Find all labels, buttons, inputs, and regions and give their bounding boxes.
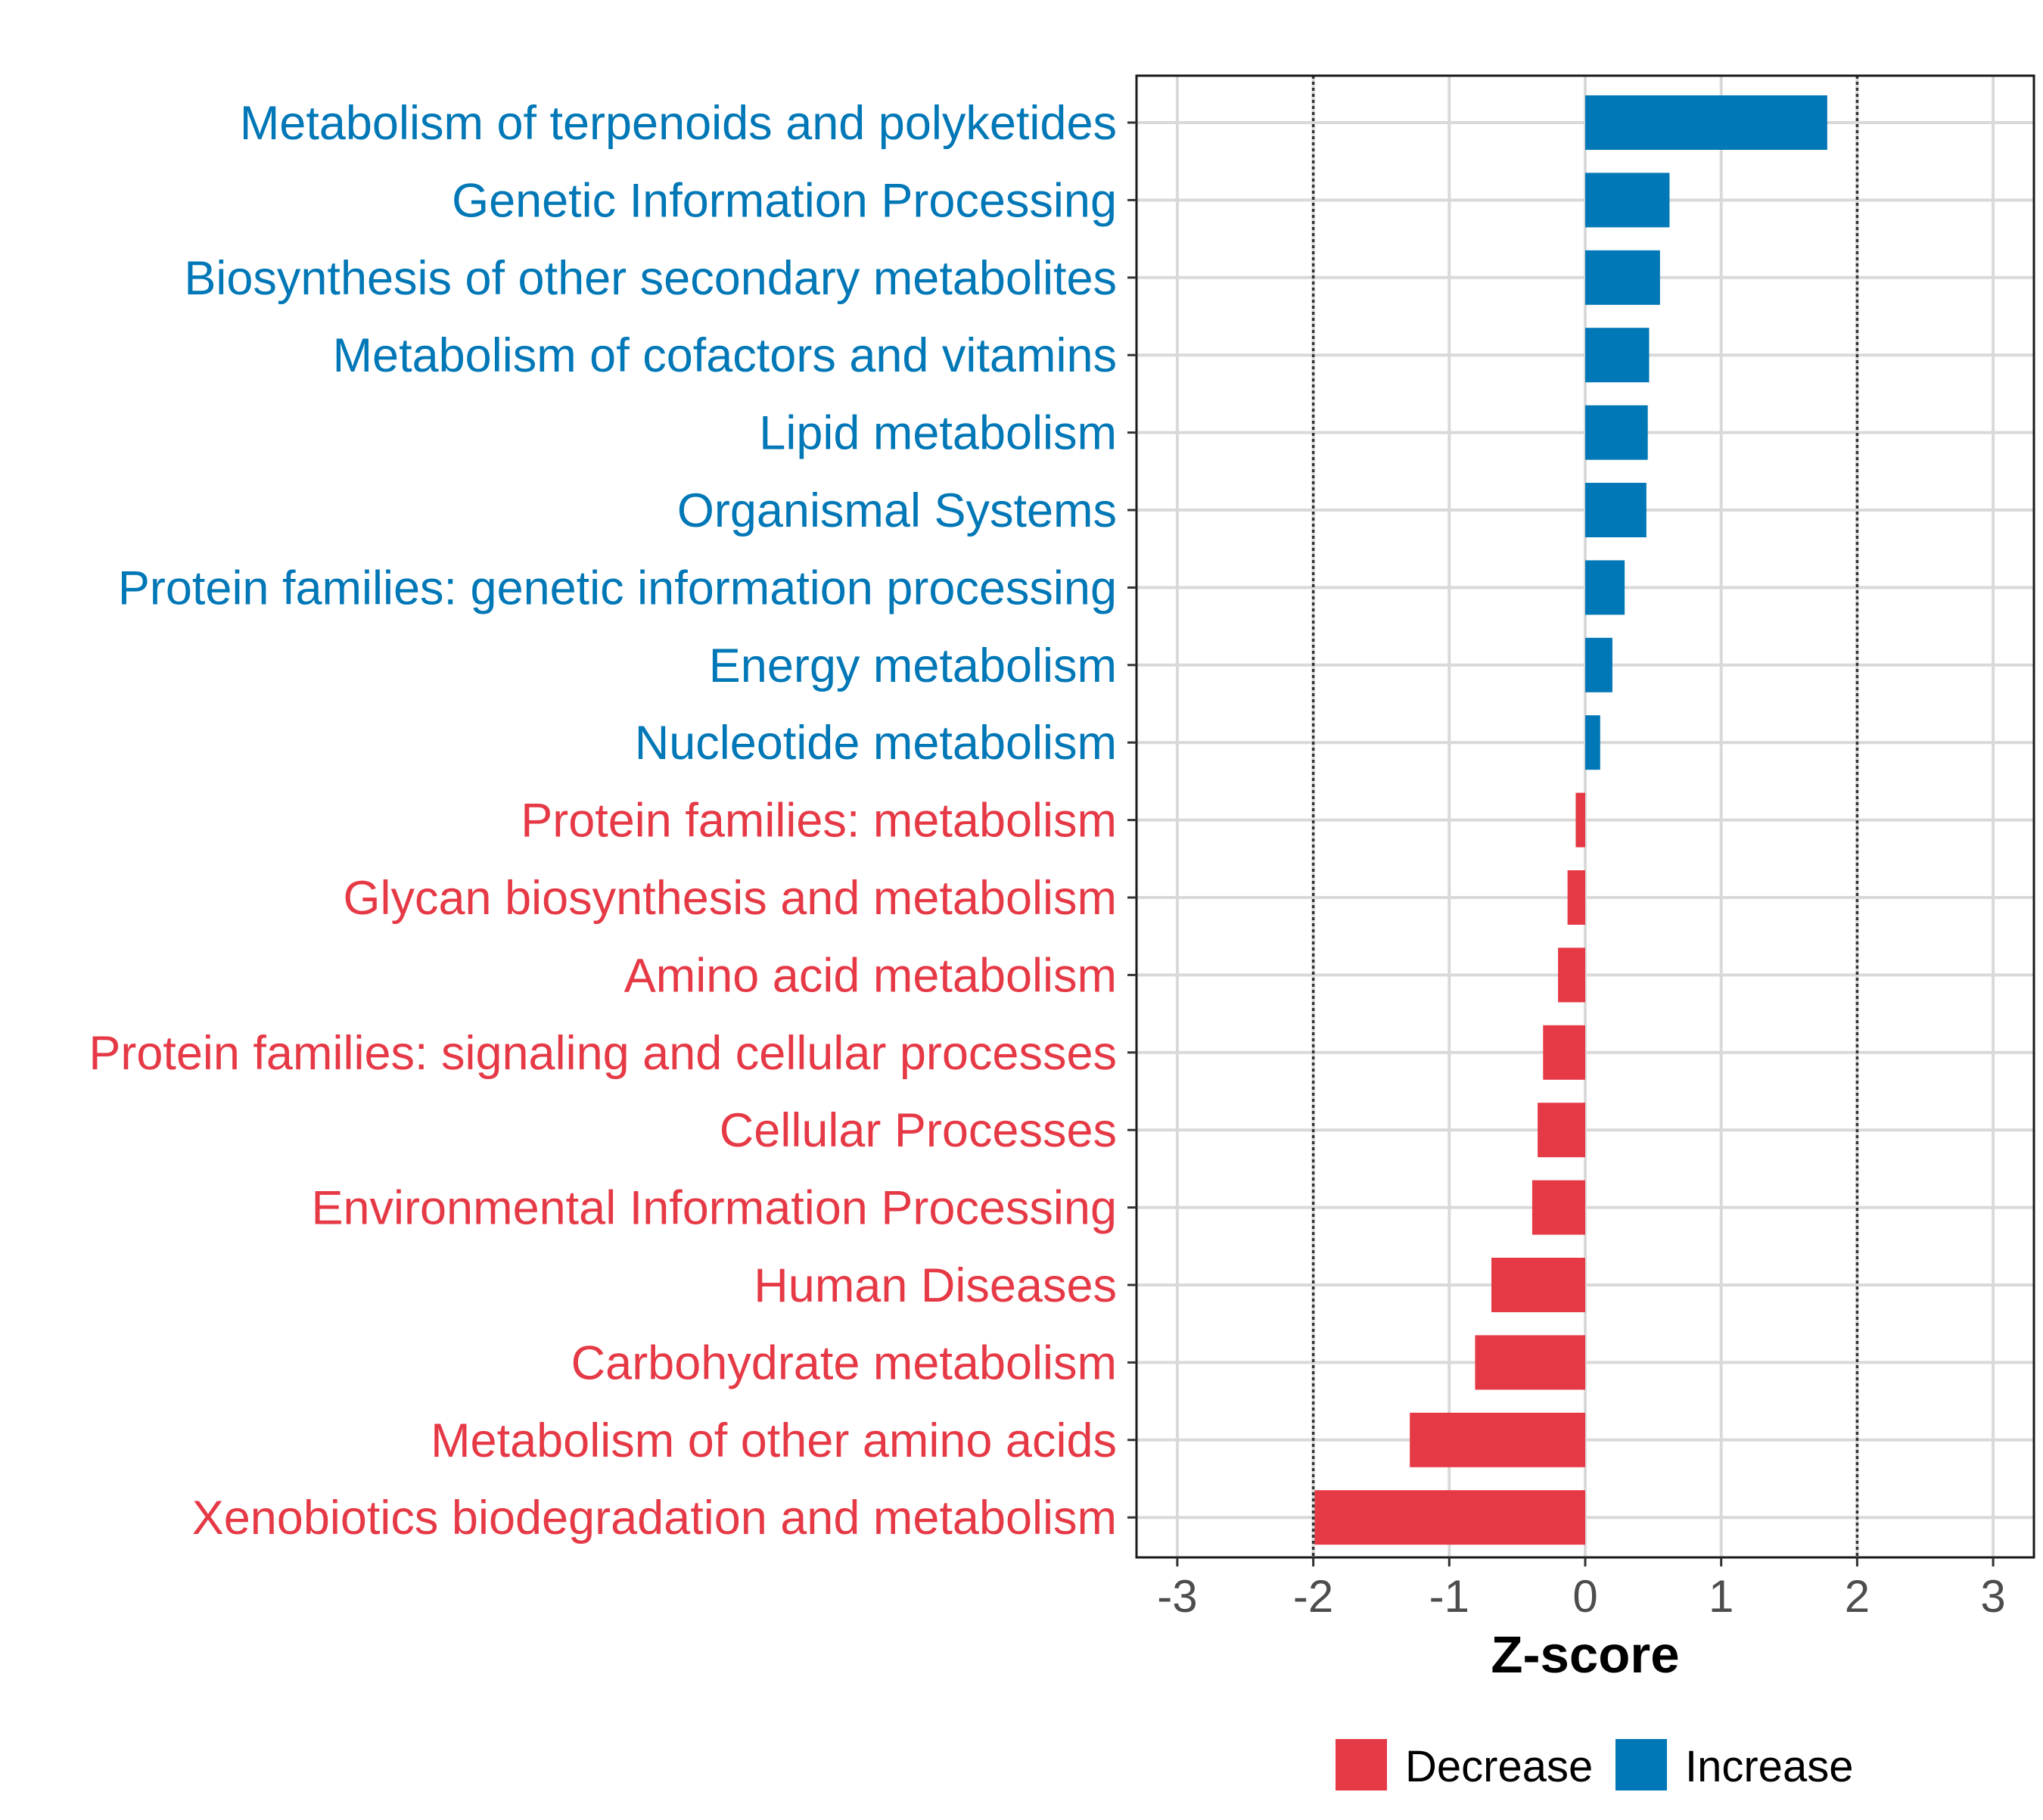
bar-3: [1585, 328, 1650, 383]
y-tick-label-10: Glycan biosynthesis and metabolism: [344, 872, 1118, 925]
y-tick-label-4: Lipid metabolism: [759, 407, 1117, 460]
legend-swatch-decrease: [1336, 1739, 1387, 1790]
bar-8: [1585, 715, 1600, 770]
legend-swatch-increase: [1615, 1739, 1667, 1790]
bar-11: [1558, 947, 1585, 1003]
bar-0: [1585, 95, 1827, 150]
y-tick-label-12: Protein families: signaling and cellular…: [89, 1027, 1117, 1080]
legend-label-increase: Increase: [1685, 1742, 1853, 1791]
y-tick-label-15: Human Diseases: [754, 1259, 1117, 1312]
y-tick-label-2: Biosynthesis of other secondary metaboli…: [184, 252, 1117, 305]
bar-2: [1585, 250, 1660, 305]
x-tick-label-1: -2: [1293, 1571, 1333, 1622]
bar-12: [1543, 1025, 1585, 1080]
legend-label-decrease: Decrease: [1405, 1742, 1593, 1791]
bar-7: [1585, 637, 1612, 692]
y-tick-label-16: Carbohydrate metabolism: [571, 1336, 1117, 1389]
y-tick-label-18: Xenobiotics biodegradation and metabolis…: [192, 1492, 1117, 1545]
bar-1: [1585, 173, 1670, 228]
x-tick-label-0: -3: [1157, 1571, 1197, 1622]
bar-9: [1575, 792, 1585, 848]
y-tick-label-14: Environmental Information Processing: [311, 1182, 1117, 1235]
bar-5: [1585, 483, 1647, 537]
y-tick-label-6: Protein families: genetic information pr…: [118, 562, 1117, 614]
y-tick-label-8: Nucleotide metabolism: [635, 717, 1117, 770]
bar-4: [1585, 405, 1648, 460]
bar-17: [1410, 1412, 1585, 1467]
y-tick-label-9: Protein families: metabolism: [521, 795, 1117, 848]
bar-18: [1314, 1490, 1585, 1545]
y-tick-label-11: Amino acid metabolism: [624, 949, 1117, 1002]
bar-16: [1475, 1335, 1585, 1390]
bar-15: [1491, 1258, 1585, 1312]
x-tick-label-6: 3: [1980, 1571, 2005, 1622]
y-tick-label-5: Organismal Systems: [677, 484, 1117, 537]
x-axis-title: Z-score: [1491, 1626, 1679, 1684]
y-tick-label-13: Cellular Processes: [720, 1104, 1117, 1157]
y-tick-label-1: Genetic Information Processing: [452, 174, 1117, 227]
bar-13: [1538, 1103, 1585, 1158]
x-tick-label-5: 2: [1845, 1571, 1870, 1622]
y-tick-label-3: Metabolism of cofactors and vitamins: [333, 329, 1117, 382]
y-tick-label-0: Metabolism of terpenoids and polyketides: [240, 97, 1117, 150]
x-tick-label-2: -1: [1429, 1571, 1469, 1622]
y-tick-label-17: Metabolism of other amino acids: [431, 1414, 1117, 1467]
x-tick-label-4: 1: [1709, 1571, 1734, 1622]
bar-6: [1585, 560, 1625, 615]
x-tick-label-3: 0: [1572, 1571, 1597, 1622]
bar-10: [1567, 870, 1585, 925]
y-tick-label-7: Energy metabolism: [709, 639, 1117, 692]
bar-14: [1531, 1180, 1585, 1235]
